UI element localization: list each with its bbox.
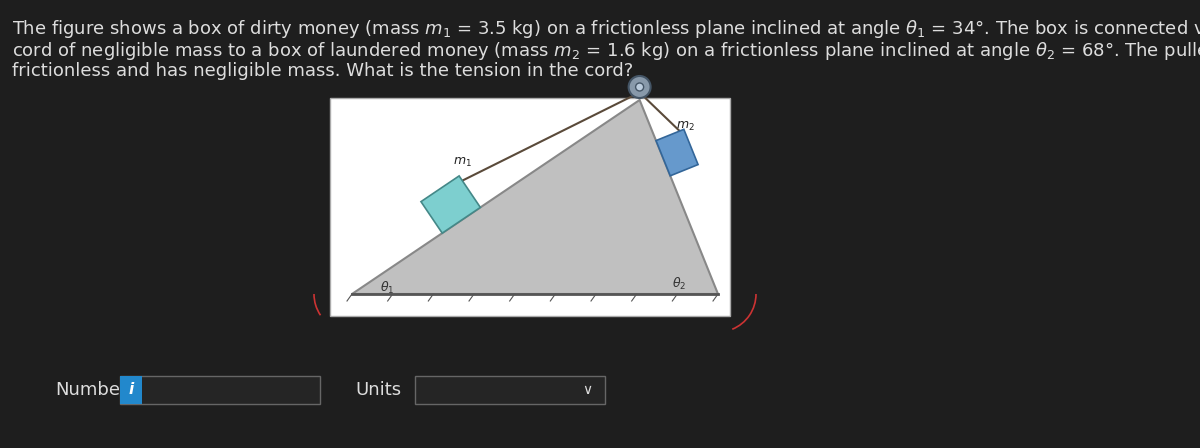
Text: frictionless and has negligible mass. What is the tension in the cord?: frictionless and has negligible mass. Wh… (12, 62, 634, 80)
Circle shape (636, 83, 643, 91)
Text: The figure shows a box of dirty money (mass $m_1$ = 3.5 kg) on a frictionless pl: The figure shows a box of dirty money (m… (12, 18, 1200, 40)
Text: cord of negligible mass to a box of laundered money (mass $m_2$ = 1.6 kg) on a f: cord of negligible mass to a box of laun… (12, 40, 1200, 62)
Text: Units: Units (355, 381, 401, 399)
Polygon shape (421, 176, 480, 233)
Text: $m_1$: $m_1$ (454, 156, 473, 169)
Bar (330, 98, 730, 316)
Text: ∨: ∨ (582, 383, 592, 397)
Text: i: i (128, 383, 133, 397)
Polygon shape (352, 100, 718, 294)
Polygon shape (656, 129, 698, 176)
Text: $\theta_2$: $\theta_2$ (672, 276, 686, 292)
Circle shape (629, 76, 650, 98)
Bar (120, 376, 320, 404)
Text: Number: Number (55, 381, 127, 399)
Text: $\theta_1$: $\theta_1$ (380, 280, 395, 296)
Bar (415, 376, 605, 404)
Bar (120, 376, 142, 404)
Text: $m_2$: $m_2$ (677, 120, 695, 133)
